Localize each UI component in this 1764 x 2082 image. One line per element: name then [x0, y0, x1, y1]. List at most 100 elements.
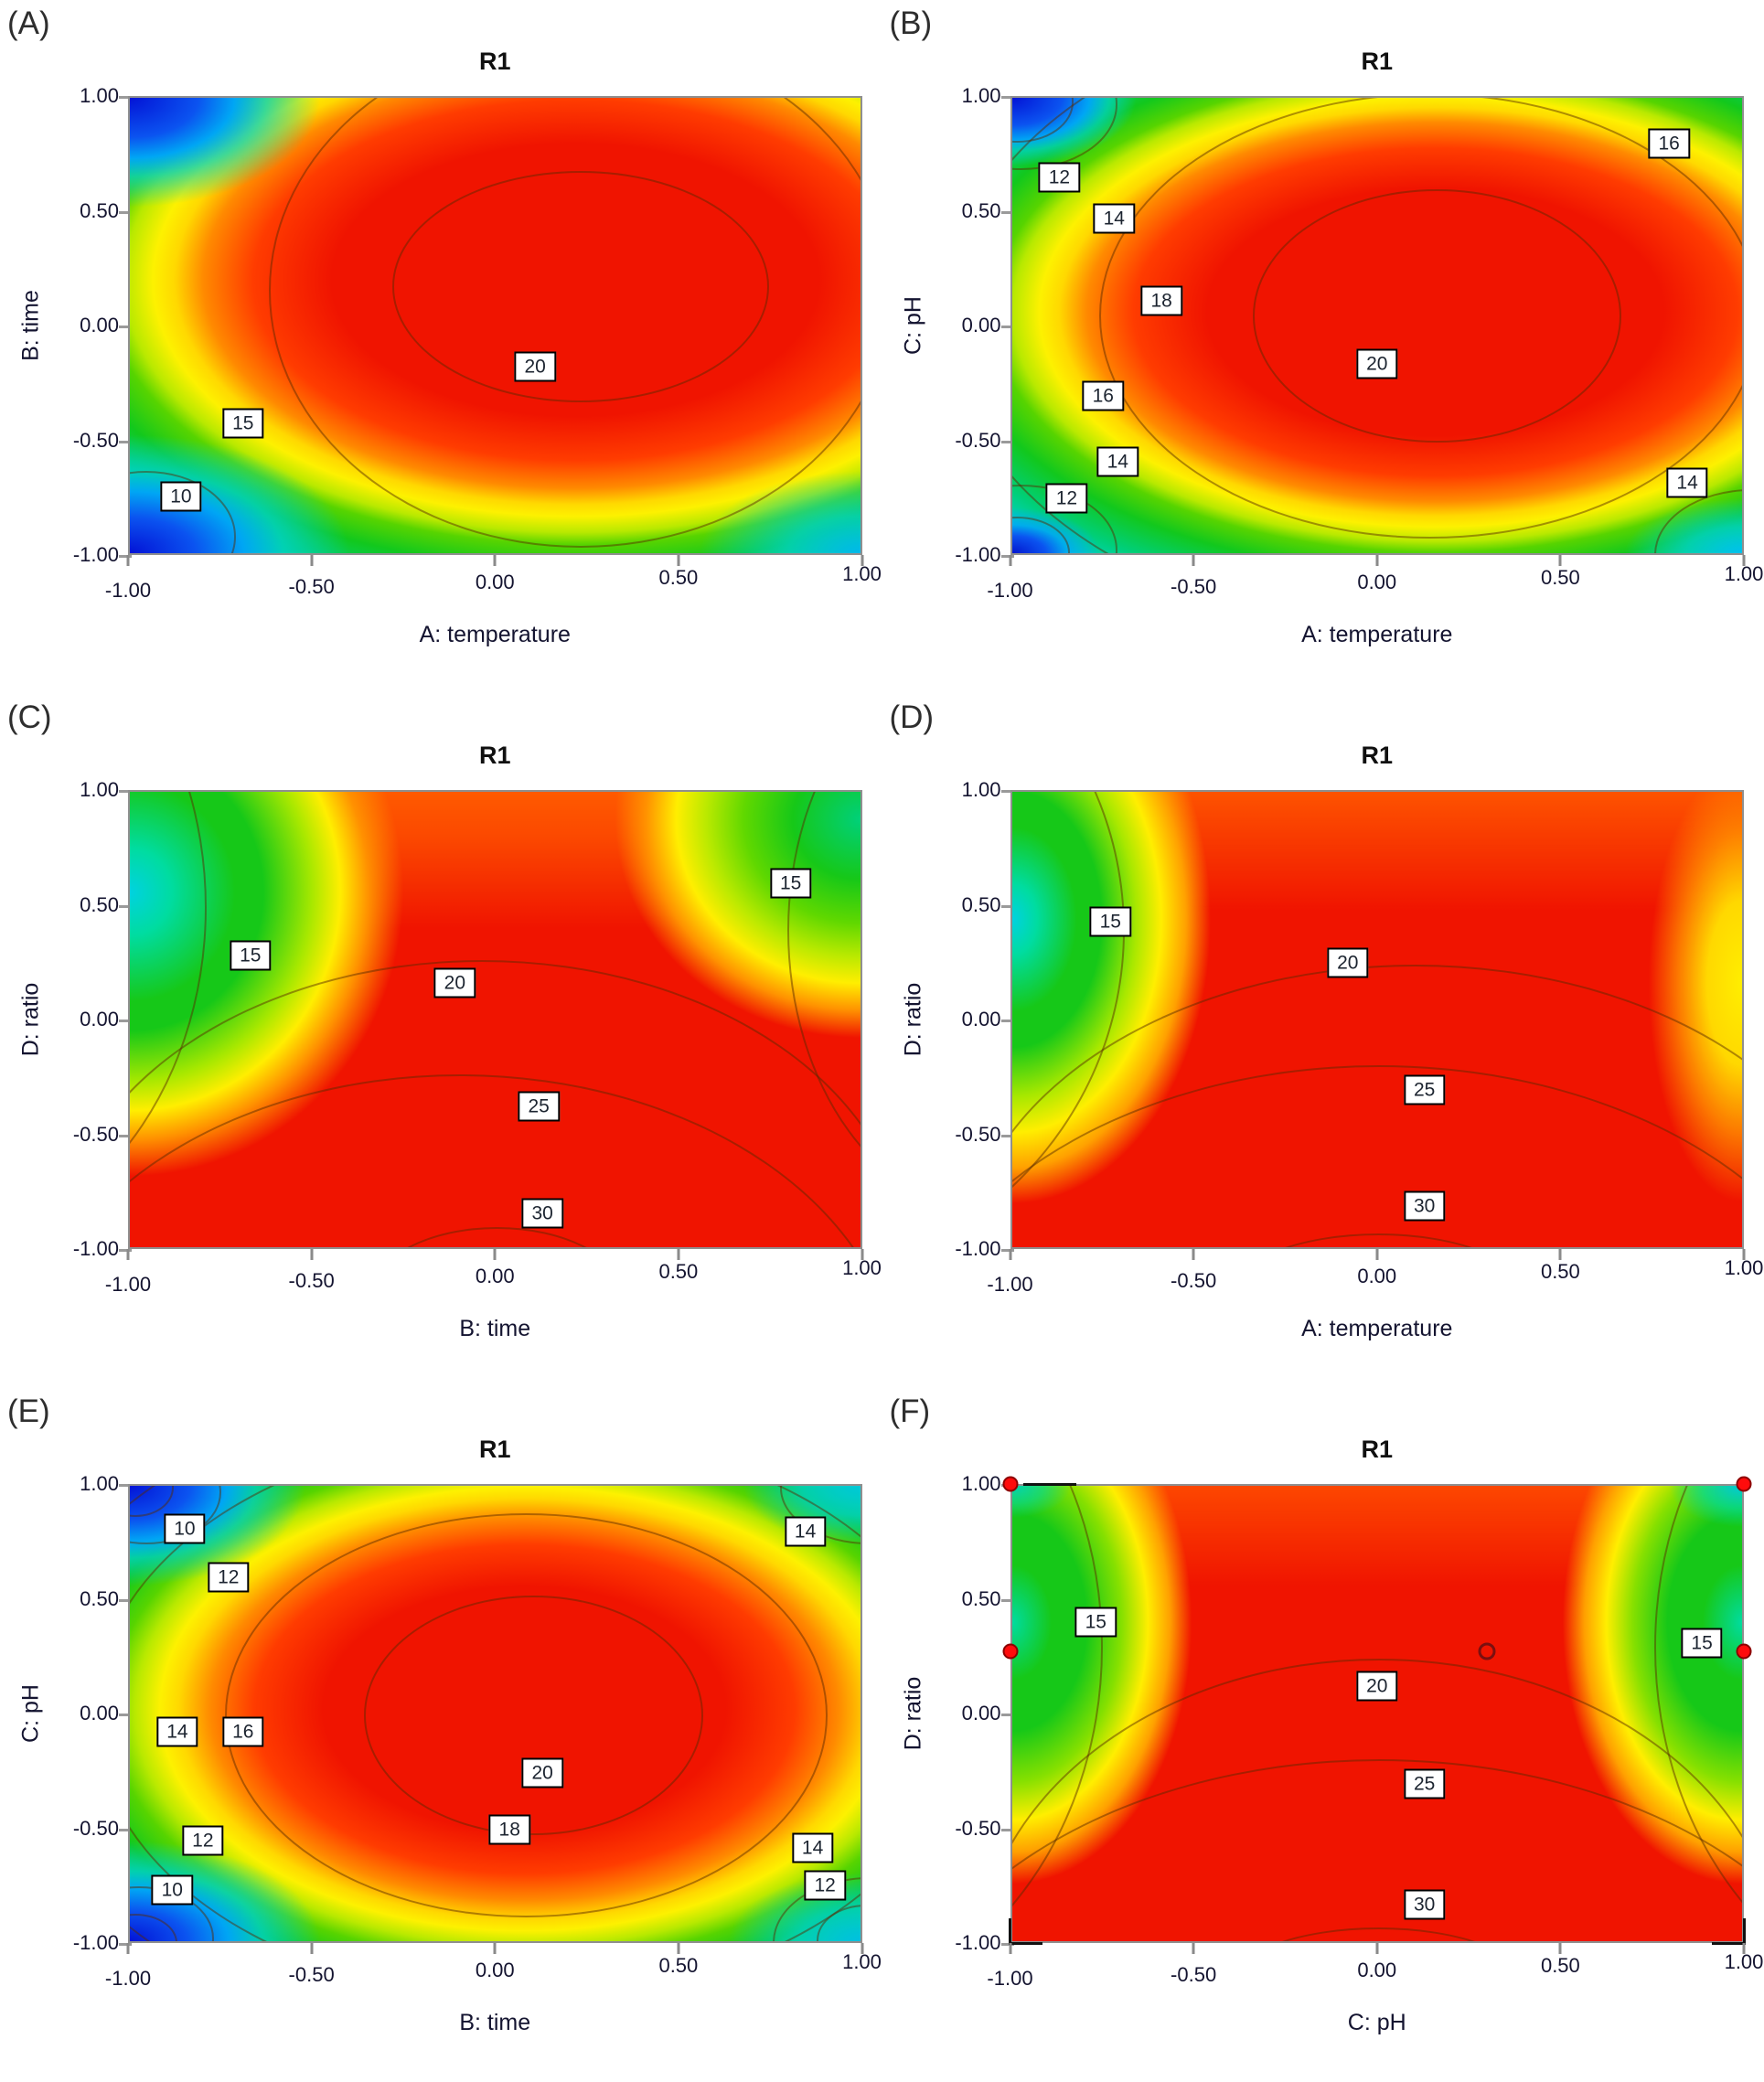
- y-tick-mark: [119, 440, 132, 443]
- contour-panel: (F) R1 D: ratio 1.00 0.50 0.00 -0.50 -1.00 1…: [882, 1388, 1764, 2082]
- y-axis-title: B: time: [17, 290, 44, 361]
- x-axis-tick-marks: [1009, 555, 1746, 566]
- y-tick-mark: [119, 210, 132, 214]
- x-tick-label: 0.50: [658, 1260, 699, 1283]
- x-tick-mark: [1558, 1943, 1562, 1954]
- x-tick-label: 0.50: [1540, 1260, 1580, 1283]
- x-tick-mark: [861, 1249, 863, 1260]
- y-tick-label: 0.50: [80, 198, 119, 222]
- x-tick-label: -1.00: [987, 1273, 1033, 1296]
- x-tick-label: 0.00: [1357, 1265, 1397, 1287]
- contour-label: 20: [433, 967, 476, 998]
- x-tick-mark: [1558, 555, 1562, 566]
- contour-label: 12: [804, 1870, 846, 1901]
- y-tick-label: -1.00: [955, 1237, 1001, 1260]
- contour-plot-area: 10 12 14 14 16 20 18 12 10 14 12: [128, 1484, 862, 1943]
- x-axis-tick-labels: -1.00 -0.50 0.00 0.50 1.00: [105, 1950, 882, 1991]
- plot-title: R1: [478, 1436, 511, 1463]
- y-tick-mark: [119, 1943, 132, 1946]
- x-axis-tick-labels: -1.00 -0.50 0.00 0.50 1.00: [987, 562, 1763, 603]
- y-tick-label: -1.00: [72, 1931, 119, 1954]
- x-tick-label: -1.00: [987, 579, 1033, 602]
- contour-line: [1011, 965, 1743, 1247]
- contour-line: [129, 1073, 861, 1247]
- y-tick-mark: [1000, 1943, 1014, 1946]
- y-axis-title: C: pH: [17, 1684, 44, 1743]
- x-axis-title: A: temperature: [1301, 1316, 1453, 1341]
- y-tick-mark: [1000, 904, 1014, 908]
- x-tick-mark: [1742, 1943, 1746, 1954]
- x-tick-mark: [677, 555, 680, 566]
- x-tick-mark: [126, 1249, 130, 1260]
- y-tick-label: -0.50: [72, 1122, 119, 1146]
- y-tick-mark: [119, 1134, 132, 1137]
- contour-line: [129, 960, 861, 1247]
- y-tick-mark: [1000, 1020, 1014, 1022]
- contour-plot-area: 12 14 16 18 20 16 14 12 14: [1010, 96, 1744, 555]
- contour-panel: (B) R1 C: pH 1.00 0.50 0.00 -0.50 -1.00 12 14…: [882, 0, 1764, 694]
- contour-label: 30: [1403, 1889, 1446, 1920]
- contour-label: 15: [1089, 906, 1131, 937]
- panel-letter: (D): [889, 699, 935, 735]
- contour-label: 25: [518, 1091, 560, 1122]
- contour-label: 30: [1403, 1190, 1446, 1222]
- y-tick-label: -0.50: [955, 428, 1001, 452]
- contour-label: 15: [230, 940, 272, 971]
- x-tick-mark: [1009, 555, 1011, 566]
- y-tick-label: 0.00: [961, 1008, 1001, 1030]
- x-tick-mark: [1192, 1943, 1195, 1954]
- plot-title: R1: [1361, 48, 1393, 75]
- x-tick-label: -1.00: [987, 1967, 1033, 1990]
- x-tick-label: 0.00: [1357, 571, 1397, 593]
- y-tick-label: 1.00: [961, 778, 1001, 801]
- contour-label: 12: [182, 1825, 224, 1856]
- y-tick-mark: [119, 904, 132, 908]
- y-tick-mark: [1000, 326, 1014, 328]
- x-axis-tick-marks: [126, 1249, 863, 1260]
- y-tick-label: 1.00: [961, 84, 1001, 107]
- y-tick-label: -1.00: [955, 543, 1001, 566]
- contour-label: 30: [521, 1198, 563, 1229]
- y-tick-label: 0.00: [80, 314, 119, 336]
- y-tick-mark: [1000, 1249, 1014, 1252]
- x-tick-label: 0.00: [475, 571, 515, 593]
- x-tick-label: 1.00: [1724, 562, 1764, 585]
- y-tick-label: 0.50: [961, 892, 1001, 916]
- y-tick-label: 0.50: [80, 1586, 119, 1610]
- x-tick-label: 0.00: [475, 1959, 515, 1981]
- x-tick-mark: [1009, 1943, 1011, 1954]
- x-tick-mark: [310, 1943, 314, 1954]
- contour-value-labels: 15 15 20 25 30: [130, 792, 861, 1247]
- y-tick-label: -1.00: [955, 1931, 1001, 1954]
- y-axis-tick-labels: 1.00 0.50 0.00 -0.50 -1.00: [935, 1472, 1014, 1954]
- y-axis-title: D: ratio: [900, 1676, 925, 1751]
- y-tick-mark: [1000, 1134, 1014, 1137]
- contour-value-labels: 12 14 16 18 20 16 14 12 14: [1012, 98, 1743, 553]
- x-tick-label: -0.50: [1171, 1963, 1217, 1986]
- contour-value-labels: 15 15 20 25 30: [1012, 1486, 1743, 1941]
- contour-label: 14: [784, 1516, 827, 1547]
- x-tick-label: 0.50: [658, 1954, 699, 1977]
- x-axis-title: A: temperature: [419, 622, 571, 647]
- y-axis-title: D: ratio: [17, 982, 44, 1057]
- panel-letter: (B): [889, 5, 933, 41]
- x-tick-label: -0.50: [1171, 575, 1217, 598]
- contour-panel: (C) R1 D: ratio 1.00 0.50 0.00 -0.50 -1.00 1…: [0, 694, 882, 1388]
- x-axis-title: C: pH: [1347, 2010, 1406, 2035]
- x-tick-mark: [126, 1943, 130, 1954]
- y-axis-tick-labels: 1.00 0.50 0.00 -0.50 -1.00: [53, 778, 132, 1260]
- x-tick-label: -0.50: [1171, 1269, 1217, 1292]
- y-tick-mark: [119, 96, 132, 99]
- y-tick-mark: [1000, 1714, 1014, 1716]
- y-tick-mark: [1000, 440, 1014, 443]
- y-tick-mark: [119, 1828, 132, 1831]
- y-axis-tick-labels: 1.00 0.50 0.00 -0.50 -1.00: [53, 1472, 132, 1954]
- x-tick-mark: [1742, 555, 1746, 566]
- y-tick-mark: [119, 326, 132, 328]
- panel-letter: (F): [889, 1393, 931, 1429]
- contour-label: 18: [488, 1814, 530, 1845]
- x-tick-label: 1.00: [1724, 1256, 1764, 1279]
- contour-lines: [1011, 792, 1743, 1247]
- plot-title: R1: [478, 742, 511, 769]
- contour-label: 14: [156, 1716, 198, 1747]
